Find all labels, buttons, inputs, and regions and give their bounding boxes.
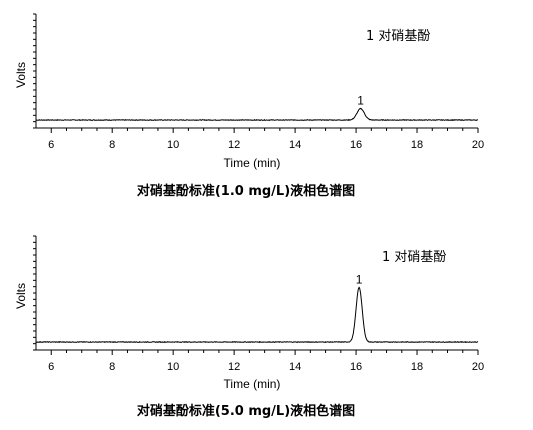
- chart-2-xlabel: Time (min): [224, 377, 281, 391]
- chart-1: 6 8 10 12 14 16 18 20 1 1 对硝基酚 Volts Time (min)…: [14, 13, 484, 199]
- x-tick-label: 14: [289, 139, 301, 151]
- x-tick-label: 20: [472, 361, 484, 373]
- chart-2-legend: 1 对硝基酚: [382, 250, 446, 265]
- chart-2-peak-label: 1: [356, 272, 363, 286]
- x-tick-label: 8: [109, 361, 115, 373]
- x-tick-label: 12: [228, 139, 240, 151]
- chart-1-ylabel: Volts: [14, 62, 28, 88]
- chart-1-caption: 对硝基酚标准(1.0 mg/L)液相色谱图: [137, 183, 355, 199]
- chart-2-trace: [35, 286, 479, 344]
- x-tick-label: 16: [350, 361, 362, 373]
- chart-1-axes: [33, 13, 478, 129]
- chart-1-xlabel: Time (min): [224, 156, 281, 170]
- chart-2-ylabel: Volts: [14, 283, 28, 309]
- chart-2-caption: 对硝基酚标准(5.0 mg/L)液相色谱图: [137, 403, 355, 419]
- x-tick-label: 6: [48, 139, 54, 151]
- chart-2-axes: [33, 235, 478, 351]
- chart-1-trace: [35, 107, 479, 122]
- x-tick-label: 12: [228, 361, 240, 373]
- chart-2: 6 8 10 12 14 16 18 20 1 1 对硝基酚 Volts Time (min)…: [14, 235, 484, 419]
- chart-1-peak-label: 1: [357, 94, 364, 108]
- x-tick-label: 18: [411, 139, 423, 151]
- x-tick-label: 20: [472, 139, 484, 151]
- chart-2-x-ticks: 6 8 10 12 14 16 18 20: [48, 350, 484, 373]
- x-tick-label: 16: [350, 139, 362, 151]
- x-tick-label: 14: [289, 361, 301, 373]
- x-tick-label: 10: [167, 361, 179, 373]
- x-tick-label: 18: [411, 361, 423, 373]
- x-tick-label: 10: [167, 139, 179, 151]
- chart-1-x-ticks: 6 8 10 12 14 16 18 20: [48, 128, 484, 151]
- x-tick-label: 8: [109, 139, 115, 151]
- x-tick-label: 6: [48, 361, 54, 373]
- chart-1-legend: 1 对硝基酚: [366, 29, 430, 44]
